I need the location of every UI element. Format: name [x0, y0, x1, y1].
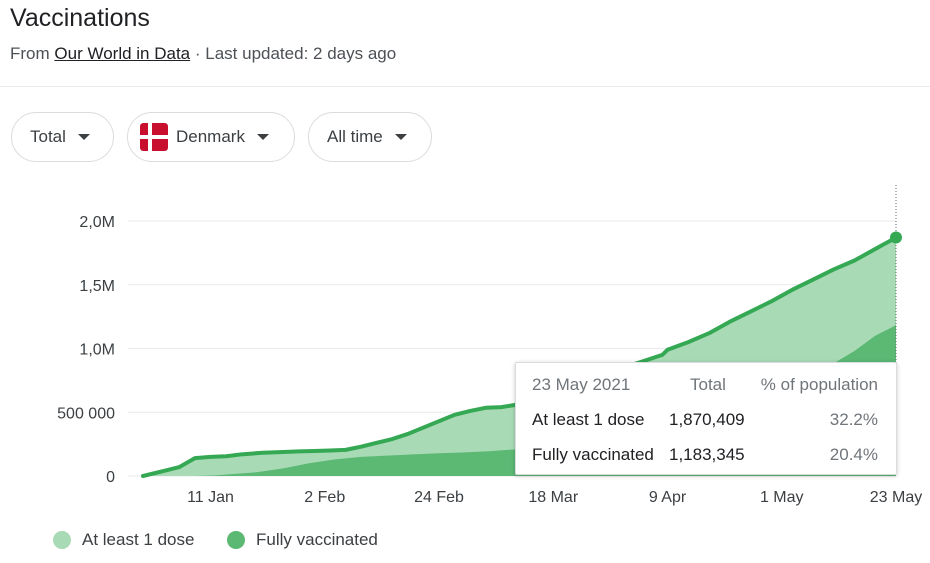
x-tick-label: 2 Feb [304, 489, 345, 506]
tooltip-row-pct: 32.2% [829, 410, 878, 429]
chevron-down-icon [394, 134, 407, 140]
tooltip-row-total: 1,183,345 [669, 445, 745, 464]
last-updated: · Last updated: 2 days ago [194, 44, 397, 63]
x-tick-label: 23 May [870, 489, 922, 506]
line-at-least-one-dose [141, 235, 898, 478]
source-line: From Our World in Data · Last updated: 2… [10, 44, 396, 64]
metric-dropdown[interactable]: Total [11, 112, 114, 162]
x-tick-label: 9 Apr [649, 489, 687, 506]
tooltip-col-total: Total [690, 375, 726, 394]
time-range-dropdown[interactable]: All time [308, 112, 432, 162]
y-tick-label: 1,0M [79, 342, 115, 359]
tooltip-col-pct: % of population [760, 375, 878, 394]
hover-point [890, 231, 902, 244]
tooltip-date: 23 May 2021 [532, 375, 631, 394]
x-tick-label: 18 Mar [528, 489, 578, 506]
chart-tooltip: 23 May 2021 Total % of population At lea… [515, 362, 897, 475]
time-range-label: All time [327, 127, 383, 146]
legend-item-fully-vaccinated[interactable]: Fully vaccinated [227, 530, 378, 550]
y-axis-ticks: 0 500 000 1,0M 1,5M 2,0M [57, 214, 115, 486]
country-dropdown-label: Denmark [176, 127, 245, 146]
y-tick-label: 0 [106, 469, 115, 486]
divider [0, 86, 930, 87]
tooltip-row-label: At least 1 dose [532, 410, 645, 429]
x-tick-label: 1 May [760, 489, 804, 506]
tooltip-row-pct: 20.4% [829, 445, 878, 464]
chart-title: Vaccinations [10, 4, 150, 32]
y-tick-label: 2,0M [79, 214, 115, 231]
chevron-down-icon [256, 134, 269, 140]
legend-label: Fully vaccinated [256, 530, 378, 549]
tooltip-row-total: 1,870,409 [669, 410, 745, 429]
source-link[interactable]: Our World in Data [54, 44, 191, 63]
metric-dropdown-label: Total [30, 127, 66, 146]
hover-layer [890, 185, 902, 476]
denmark-flag-icon [140, 123, 168, 151]
legend-item-at-least-one-dose[interactable]: At least 1 dose [53, 530, 194, 550]
tooltip-row-label: Fully vaccinated [532, 445, 654, 464]
chevron-down-icon [77, 134, 90, 140]
legend-swatch [53, 531, 71, 549]
country-dropdown[interactable]: Denmark [127, 112, 295, 162]
y-tick-label: 500 000 [57, 405, 115, 422]
legend-swatch [227, 531, 245, 549]
x-tick-label: 11 Jan [187, 489, 234, 506]
x-axis-ticks: 11 Jan 2 Feb 24 Feb 18 Mar 9 Apr 1 May 23 May [187, 489, 922, 506]
x-tick-label: 24 Feb [414, 489, 464, 506]
source-prefix: From [10, 44, 50, 63]
y-tick-label: 1,5M [79, 278, 115, 295]
legend-label: At least 1 dose [82, 530, 195, 549]
